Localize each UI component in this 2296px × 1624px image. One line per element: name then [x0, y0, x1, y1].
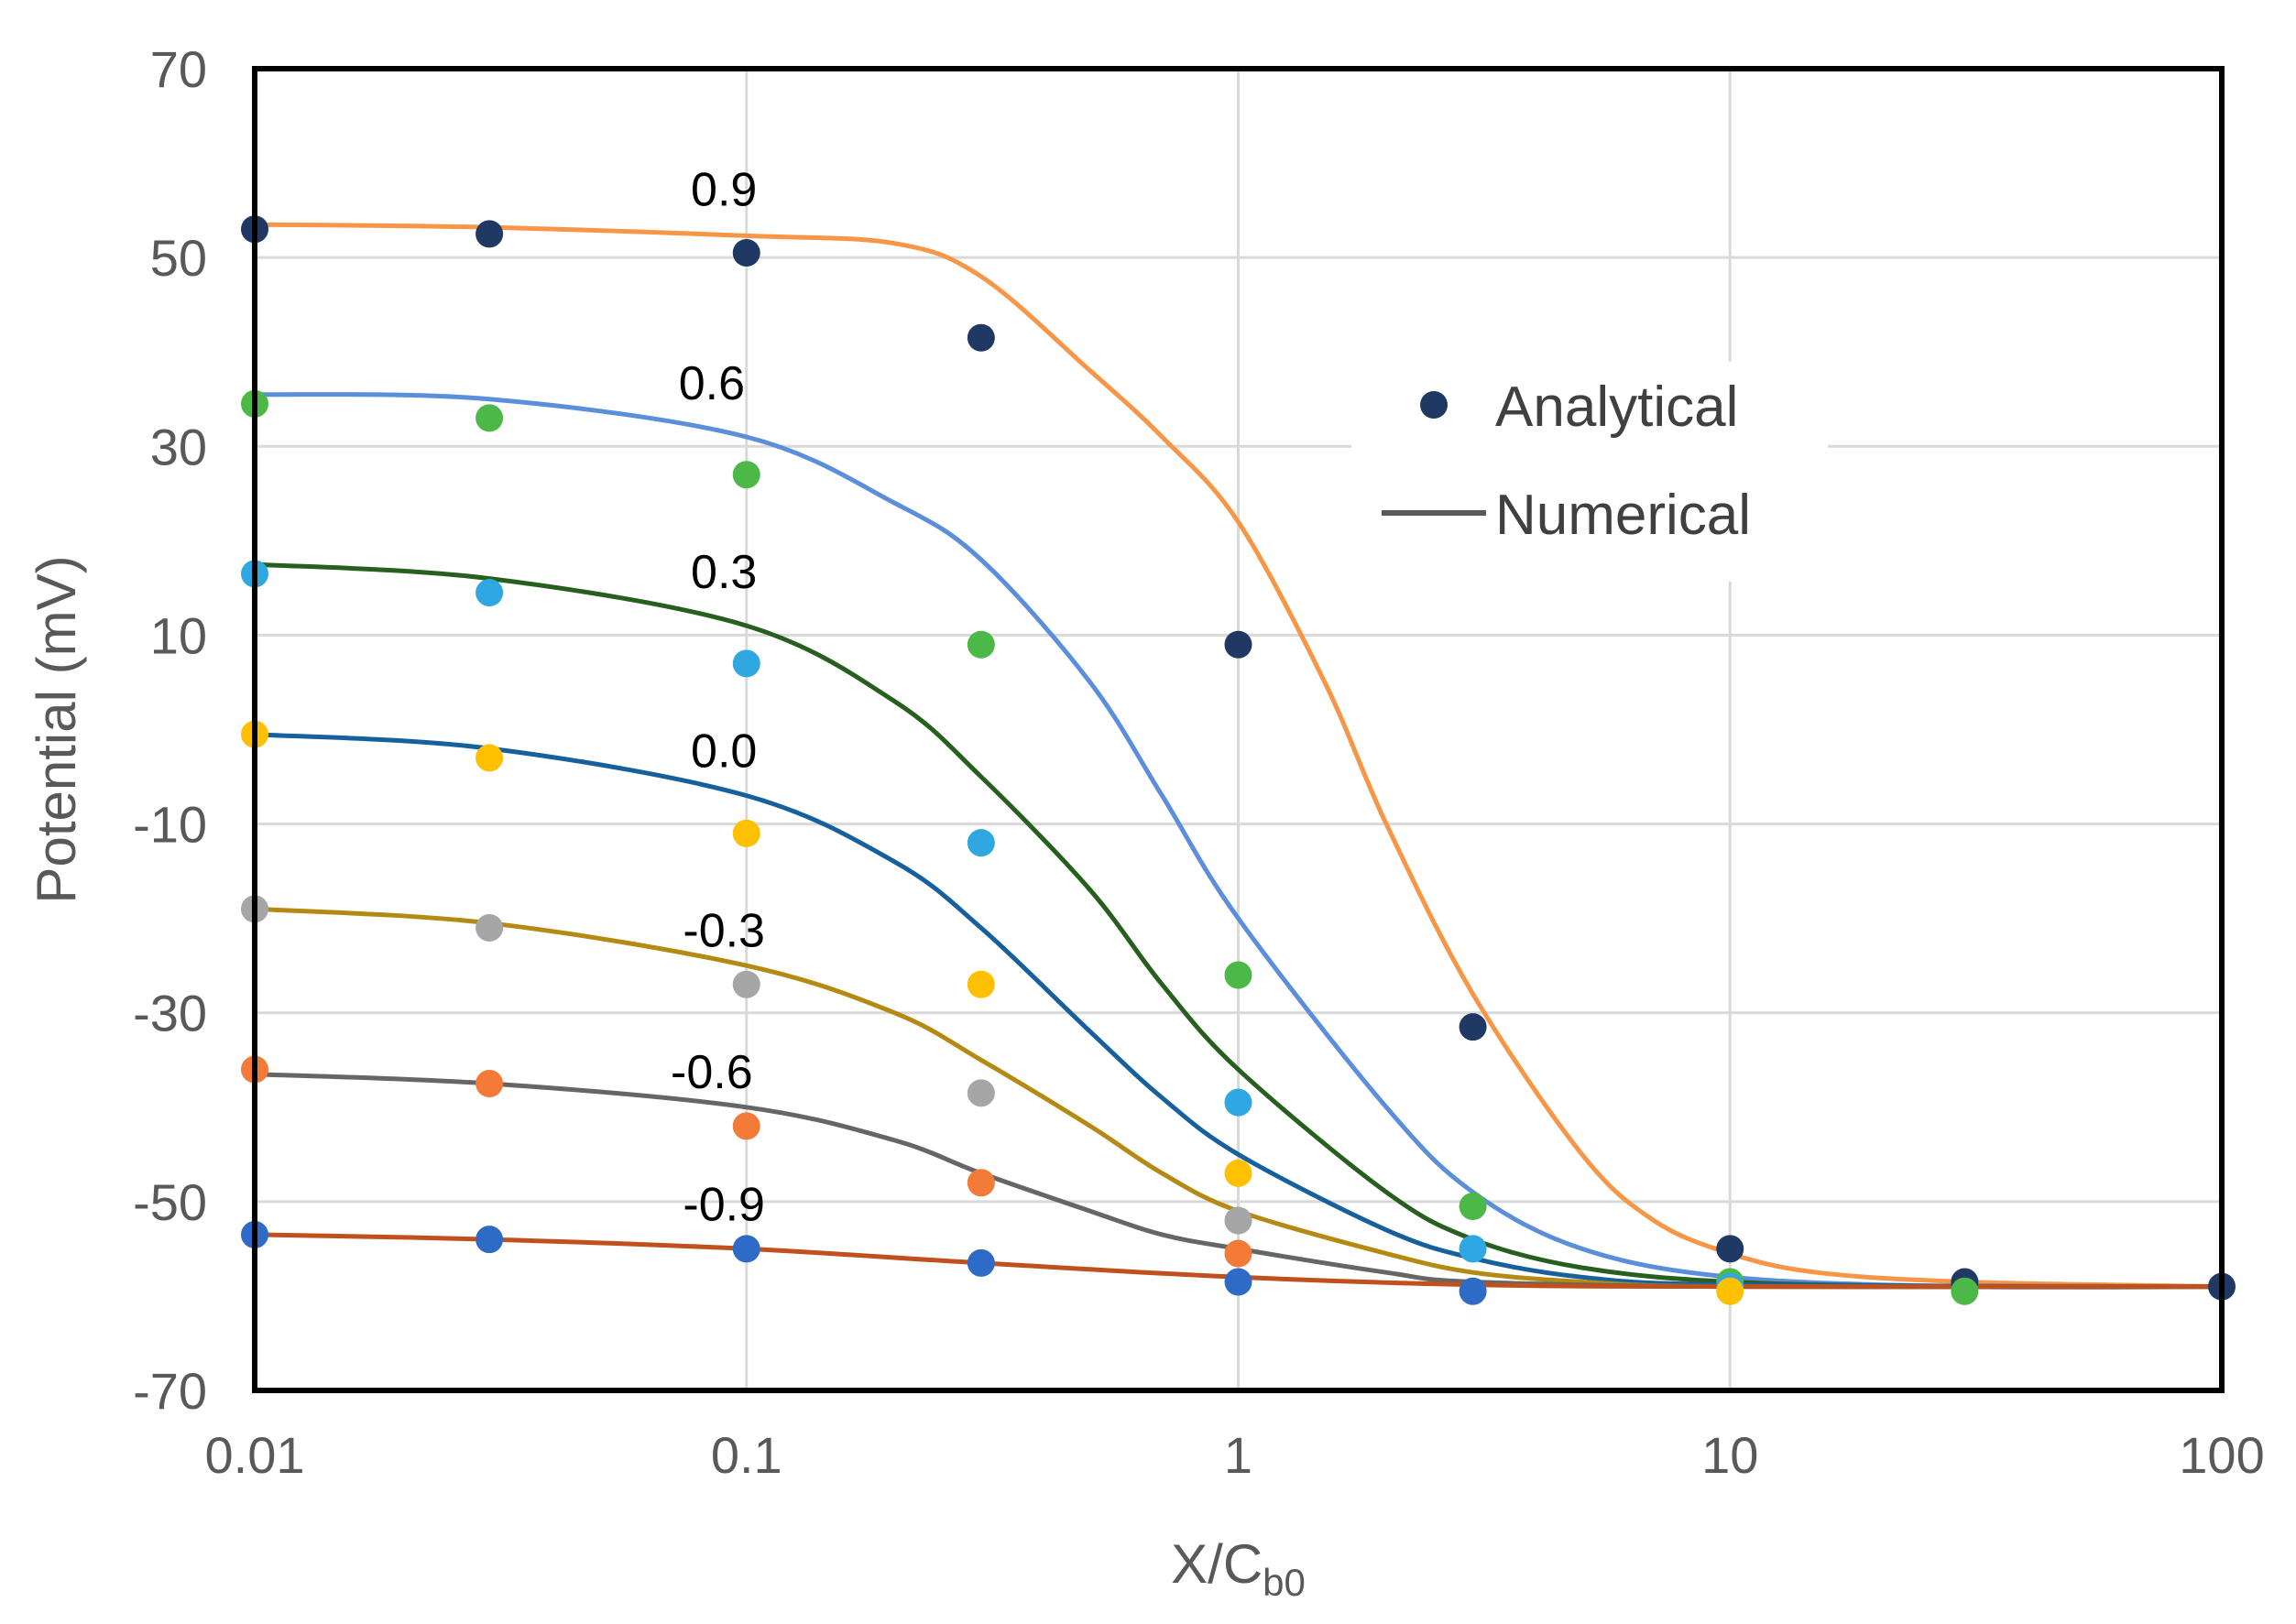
- analytical-point-0.0: [1716, 1277, 1744, 1305]
- analytical-point-0.0: [476, 744, 504, 772]
- analytical-point-0.3: [732, 649, 760, 678]
- analytical-point-0.0: [967, 970, 995, 998]
- analytical-point-0.6: [967, 630, 995, 659]
- analytical-point--0.9: [476, 1226, 504, 1254]
- legend-numerical-label: Numerical: [1495, 484, 1751, 547]
- x-axis-title-subscript: b0: [1263, 1561, 1306, 1604]
- analytical-point--0.3: [732, 970, 760, 998]
- analytical-point-0.9: [1716, 1235, 1744, 1263]
- legend-analytical-label: Analytical: [1495, 376, 1738, 439]
- numerical-line--0.9: [252, 1232, 2225, 1290]
- y-tick-label: 50: [150, 229, 207, 287]
- analytical-point--0.6: [732, 1112, 760, 1140]
- numerical-lines: [252, 222, 2225, 1290]
- x-axis-title-main: X/C: [1171, 1533, 1263, 1595]
- analytical-point-0.3: [1459, 1235, 1487, 1263]
- y-tick-label: -30: [133, 985, 207, 1042]
- analytical-point-0.9: [476, 220, 504, 248]
- y-axis-ticks: 70 50 30 10 -10 -30 -50 -70: [133, 40, 207, 1420]
- analytical-point-0.6: [1224, 961, 1252, 989]
- x-axis-title: X/Cb0: [1171, 1533, 1306, 1604]
- series-label: -0.6: [671, 1046, 753, 1099]
- analytical-point--0.6: [1224, 1239, 1252, 1268]
- numerical-line-0.6: [252, 392, 2225, 1290]
- y-tick-label: -70: [133, 1362, 207, 1420]
- series-label: -0.3: [683, 905, 765, 958]
- numerical-line-0.0: [252, 732, 2225, 1290]
- series-label: 0.6: [679, 357, 745, 410]
- analytical-point--0.6: [476, 1070, 504, 1098]
- analytical-point--0.3: [967, 1079, 995, 1107]
- analytical-point-0.0: [732, 819, 760, 847]
- y-axis-title: Potential (mV): [26, 555, 87, 903]
- x-tick-label: 100: [2179, 1426, 2264, 1484]
- x-tick-label: 10: [1701, 1426, 1758, 1484]
- analytical-point-0.6: [476, 404, 504, 432]
- analytical-point-0.6: [1951, 1277, 1979, 1305]
- analytical-point--0.3: [1224, 1206, 1252, 1235]
- y-tick-label: 10: [150, 606, 207, 664]
- analytical-point-0.6: [732, 461, 760, 489]
- y-tick-label: 30: [150, 418, 207, 475]
- plot-frame: [252, 66, 2225, 1393]
- analytical-point--0.9: [1459, 1277, 1487, 1305]
- legend-analytical-marker: [1420, 391, 1448, 419]
- analytical-point-0.0: [1224, 1159, 1252, 1187]
- x-axis-ticks: 0.01 0.1 1 10 100: [205, 1426, 2265, 1484]
- analytical-point-0.9: [732, 238, 760, 267]
- series-labels: 0.9 0.6 0.3 0.0 -0.3 -0.6 -0.9: [671, 163, 765, 1231]
- series-label: 0.3: [691, 546, 757, 599]
- analytical-point-0.6: [1459, 1193, 1487, 1221]
- legend: Analytical Numerical: [1351, 362, 1828, 582]
- x-tick-label: 0.1: [711, 1426, 782, 1484]
- analytical-point--0.9: [967, 1248, 995, 1277]
- analytical-point-0.9: [967, 323, 995, 352]
- y-tick-label: -10: [133, 796, 207, 854]
- analytical-point-0.3: [476, 579, 504, 607]
- analytical-point-0.3: [967, 829, 995, 857]
- x-tick-label: 0.01: [205, 1426, 305, 1484]
- y-tick-label: -50: [133, 1173, 207, 1231]
- series-label: 0.9: [691, 163, 757, 216]
- y-tick-label: 70: [150, 40, 207, 98]
- numerical-line-0.9: [252, 222, 2225, 1290]
- analytical-point--0.9: [732, 1235, 760, 1263]
- analytical-point-0.9: [1224, 630, 1252, 659]
- analytical-point--0.6: [967, 1169, 995, 1197]
- series-label: 0.0: [691, 725, 757, 779]
- analytical-point-0.3: [1224, 1088, 1252, 1117]
- analytical-point-0.9: [1459, 1013, 1487, 1041]
- analytical-point--0.9: [1224, 1268, 1252, 1296]
- x-tick-label: 1: [1224, 1426, 1252, 1484]
- series-label: -0.9: [683, 1178, 765, 1231]
- analytical-point--0.3: [476, 913, 504, 942]
